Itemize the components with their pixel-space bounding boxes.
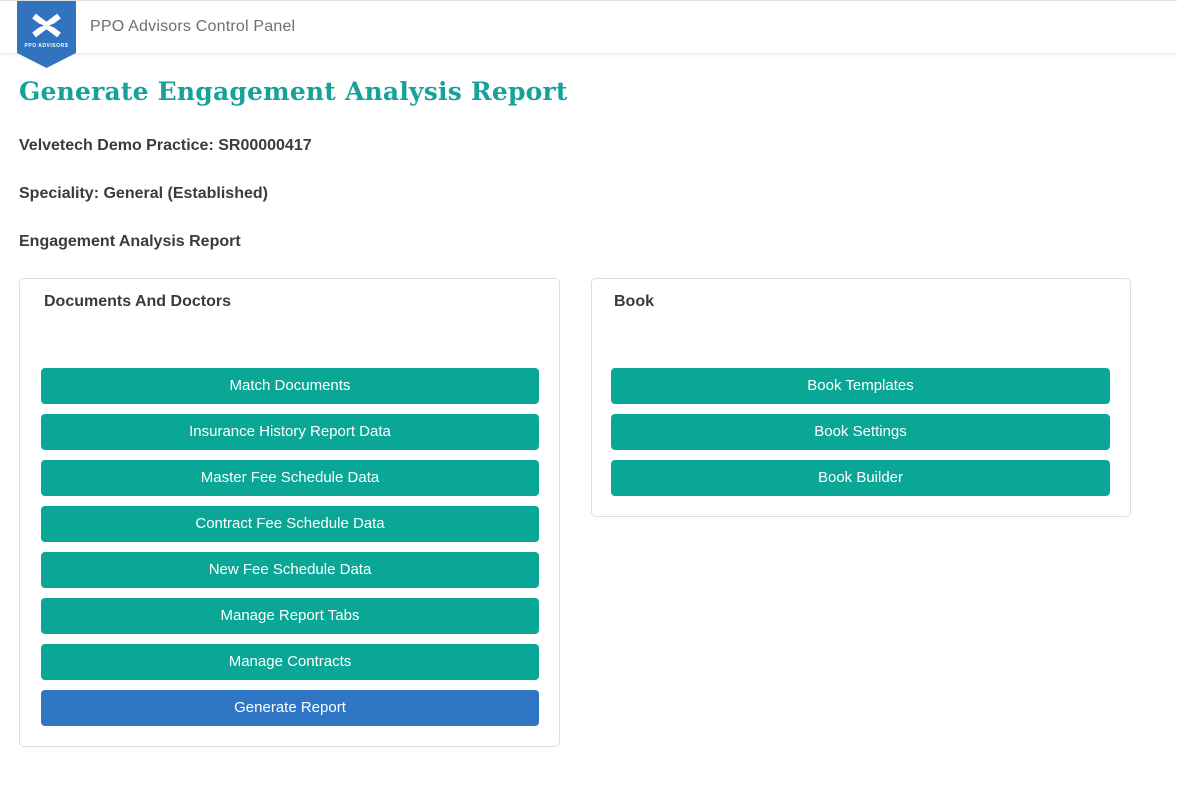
- book-button-stack: Book Templates Book Settings Book Builde…: [611, 368, 1110, 496]
- page-title: Generate Engagement Analysis Report: [19, 77, 568, 106]
- new-fee-schedule-data-button[interactable]: New Fee Schedule Data: [41, 552, 539, 588]
- contract-fee-schedule-data-button[interactable]: Contract Fee Schedule Data: [41, 506, 539, 542]
- speciality-info-line: Speciality: General (Established): [19, 185, 268, 202]
- book-card: Book Book Templates Book Settings Book B…: [591, 278, 1131, 517]
- master-fee-schedule-data-button[interactable]: Master Fee Schedule Data: [41, 460, 539, 496]
- x-arrows-icon: [30, 13, 63, 38]
- book-builder-button[interactable]: Book Builder: [611, 460, 1110, 496]
- practice-info-line: Velvetech Demo Practice: SR00000417: [19, 137, 312, 154]
- documents-and-doctors-card: Documents And Doctors Match Documents In…: [19, 278, 560, 747]
- report-info-line: Engagement Analysis Report: [19, 233, 241, 250]
- navbar-title: PPO Advisors Control Panel: [90, 18, 296, 35]
- manage-contracts-button[interactable]: Manage Contracts: [41, 644, 539, 680]
- match-documents-button[interactable]: Match Documents: [41, 368, 539, 404]
- documents-and-doctors-card-title: Documents And Doctors: [44, 293, 231, 310]
- ppo-advisors-shield-icon: PPO ADVISORS: [17, 1, 76, 68]
- book-templates-button[interactable]: Book Templates: [611, 368, 1110, 404]
- cards-row: Documents And Doctors Match Documents In…: [19, 278, 1177, 747]
- documents-button-stack: Match Documents Insurance History Report…: [41, 368, 539, 726]
- main-content: Generate Engagement Analysis Report Velv…: [0, 77, 1177, 747]
- logo-caption: PPO ADVISORS: [25, 43, 69, 49]
- brand-logo[interactable]: PPO ADVISORS: [17, 1, 76, 68]
- manage-report-tabs-button[interactable]: Manage Report Tabs: [41, 598, 539, 634]
- book-card-title: Book: [614, 293, 654, 310]
- insurance-history-report-data-button[interactable]: Insurance History Report Data: [41, 414, 539, 450]
- top-navbar: PPO ADVISORS PPO Advisors Control Panel: [0, 0, 1177, 68]
- book-settings-button[interactable]: Book Settings: [611, 414, 1110, 450]
- generate-report-button[interactable]: Generate Report: [41, 690, 539, 726]
